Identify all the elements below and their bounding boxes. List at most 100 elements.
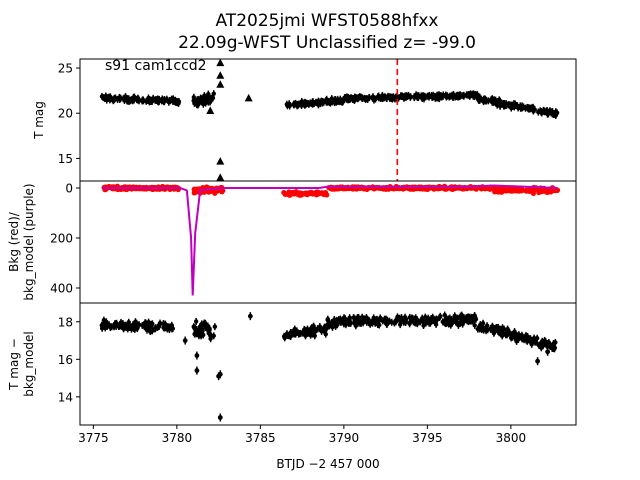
data-point xyxy=(208,332,213,338)
data-point xyxy=(477,326,483,331)
bkg-point xyxy=(494,187,500,193)
data-point xyxy=(298,331,303,336)
bkg-point xyxy=(296,192,303,198)
data-cluster-2 xyxy=(281,322,329,342)
data-point xyxy=(432,94,438,99)
data-point xyxy=(491,331,497,336)
data-point xyxy=(107,95,112,101)
data-point xyxy=(539,110,545,116)
data-point xyxy=(426,317,431,323)
bkg-point xyxy=(293,188,299,195)
x-tick-label: 3795 xyxy=(412,431,443,445)
data-point xyxy=(438,314,443,319)
data-point xyxy=(305,331,311,336)
y-tick-label: 0 xyxy=(65,182,73,196)
data-point xyxy=(125,322,130,327)
data-cluster-2 xyxy=(284,95,346,110)
data-point xyxy=(436,92,441,98)
y-axis-label-line1: Bkg (red)/ xyxy=(7,211,21,272)
data-point xyxy=(552,112,557,117)
data-point xyxy=(206,91,211,97)
bkg-point xyxy=(285,191,291,197)
data-cluster-4 xyxy=(475,319,558,353)
data-point xyxy=(380,95,385,100)
data-point xyxy=(170,97,176,103)
data-point xyxy=(162,99,167,104)
data-point xyxy=(505,326,510,332)
data-point xyxy=(413,320,418,326)
data-point xyxy=(302,327,308,333)
data-point xyxy=(149,322,154,327)
data-point xyxy=(460,93,466,98)
data-point xyxy=(194,353,200,358)
upper-limit-marker xyxy=(216,80,225,88)
bkg-segment-3 xyxy=(326,183,497,193)
data-point xyxy=(332,318,337,324)
data-point xyxy=(287,103,292,109)
data-point xyxy=(119,323,124,328)
data-point xyxy=(491,100,497,105)
bkg-point xyxy=(501,187,508,193)
data-point xyxy=(367,319,372,324)
data-point xyxy=(302,102,308,107)
chart-title-line2: 22.09g-WFST Unclassified z= -99.0 xyxy=(178,33,476,53)
data-cluster-3 xyxy=(342,90,480,104)
data-point xyxy=(534,336,540,341)
data-point xyxy=(346,97,351,102)
background-panel: 0 200 400 Bkg (red)/bkg_model (purple) xyxy=(7,180,577,304)
data-point xyxy=(128,325,134,330)
data-point xyxy=(495,99,500,104)
data-cluster-0 xyxy=(99,316,175,335)
data-point xyxy=(484,98,489,103)
chart-title-line1: AT2025jmi WFST0588hfxx xyxy=(216,11,439,31)
data-point xyxy=(552,346,557,351)
data-point xyxy=(201,332,206,338)
data-point xyxy=(182,338,188,343)
x-tick-label: 3785 xyxy=(245,431,276,445)
data-point xyxy=(403,320,408,325)
data-point xyxy=(383,316,389,322)
data-point xyxy=(471,92,476,97)
data-point xyxy=(156,99,162,104)
y-tick-label: 20 xyxy=(58,107,73,121)
y-tick-label: 15 xyxy=(58,152,73,166)
residual-panel: 14 16 18 T mag − bkg_model 3775 3780 3785 3790 37… xyxy=(7,302,577,445)
data-cluster-1 xyxy=(191,90,216,109)
data-point xyxy=(467,318,472,324)
data-point xyxy=(112,96,117,101)
data-point xyxy=(194,99,200,104)
data-point xyxy=(212,324,218,329)
panel-frame xyxy=(79,58,577,182)
data-point xyxy=(217,415,223,420)
data-point xyxy=(166,100,172,105)
data-point xyxy=(161,325,166,331)
data-cluster-0 xyxy=(99,92,182,107)
bkg-point xyxy=(219,189,225,195)
data-point xyxy=(316,99,321,104)
data-point xyxy=(420,315,425,321)
bkg-point xyxy=(312,191,318,197)
y-axis-label-line2: bkg_model xyxy=(22,331,36,397)
data-point xyxy=(483,326,488,331)
data-point xyxy=(407,321,412,326)
y-tick-label: 18 xyxy=(58,315,73,329)
data-point xyxy=(472,323,477,328)
data-point xyxy=(402,314,408,320)
data-point xyxy=(495,325,500,330)
bkg-segment-2 xyxy=(281,188,330,198)
data-point xyxy=(361,318,366,324)
data-point xyxy=(543,341,549,347)
data-point xyxy=(128,97,134,103)
data-point xyxy=(373,96,378,102)
data-point xyxy=(385,94,391,99)
data-point xyxy=(198,329,203,335)
data-point xyxy=(291,101,297,107)
data-point xyxy=(429,318,434,323)
data-point xyxy=(318,326,323,331)
data-point xyxy=(451,92,456,97)
data-point xyxy=(447,315,453,321)
data-point xyxy=(198,95,203,101)
bkg-point xyxy=(320,191,326,197)
data-point xyxy=(499,333,505,339)
